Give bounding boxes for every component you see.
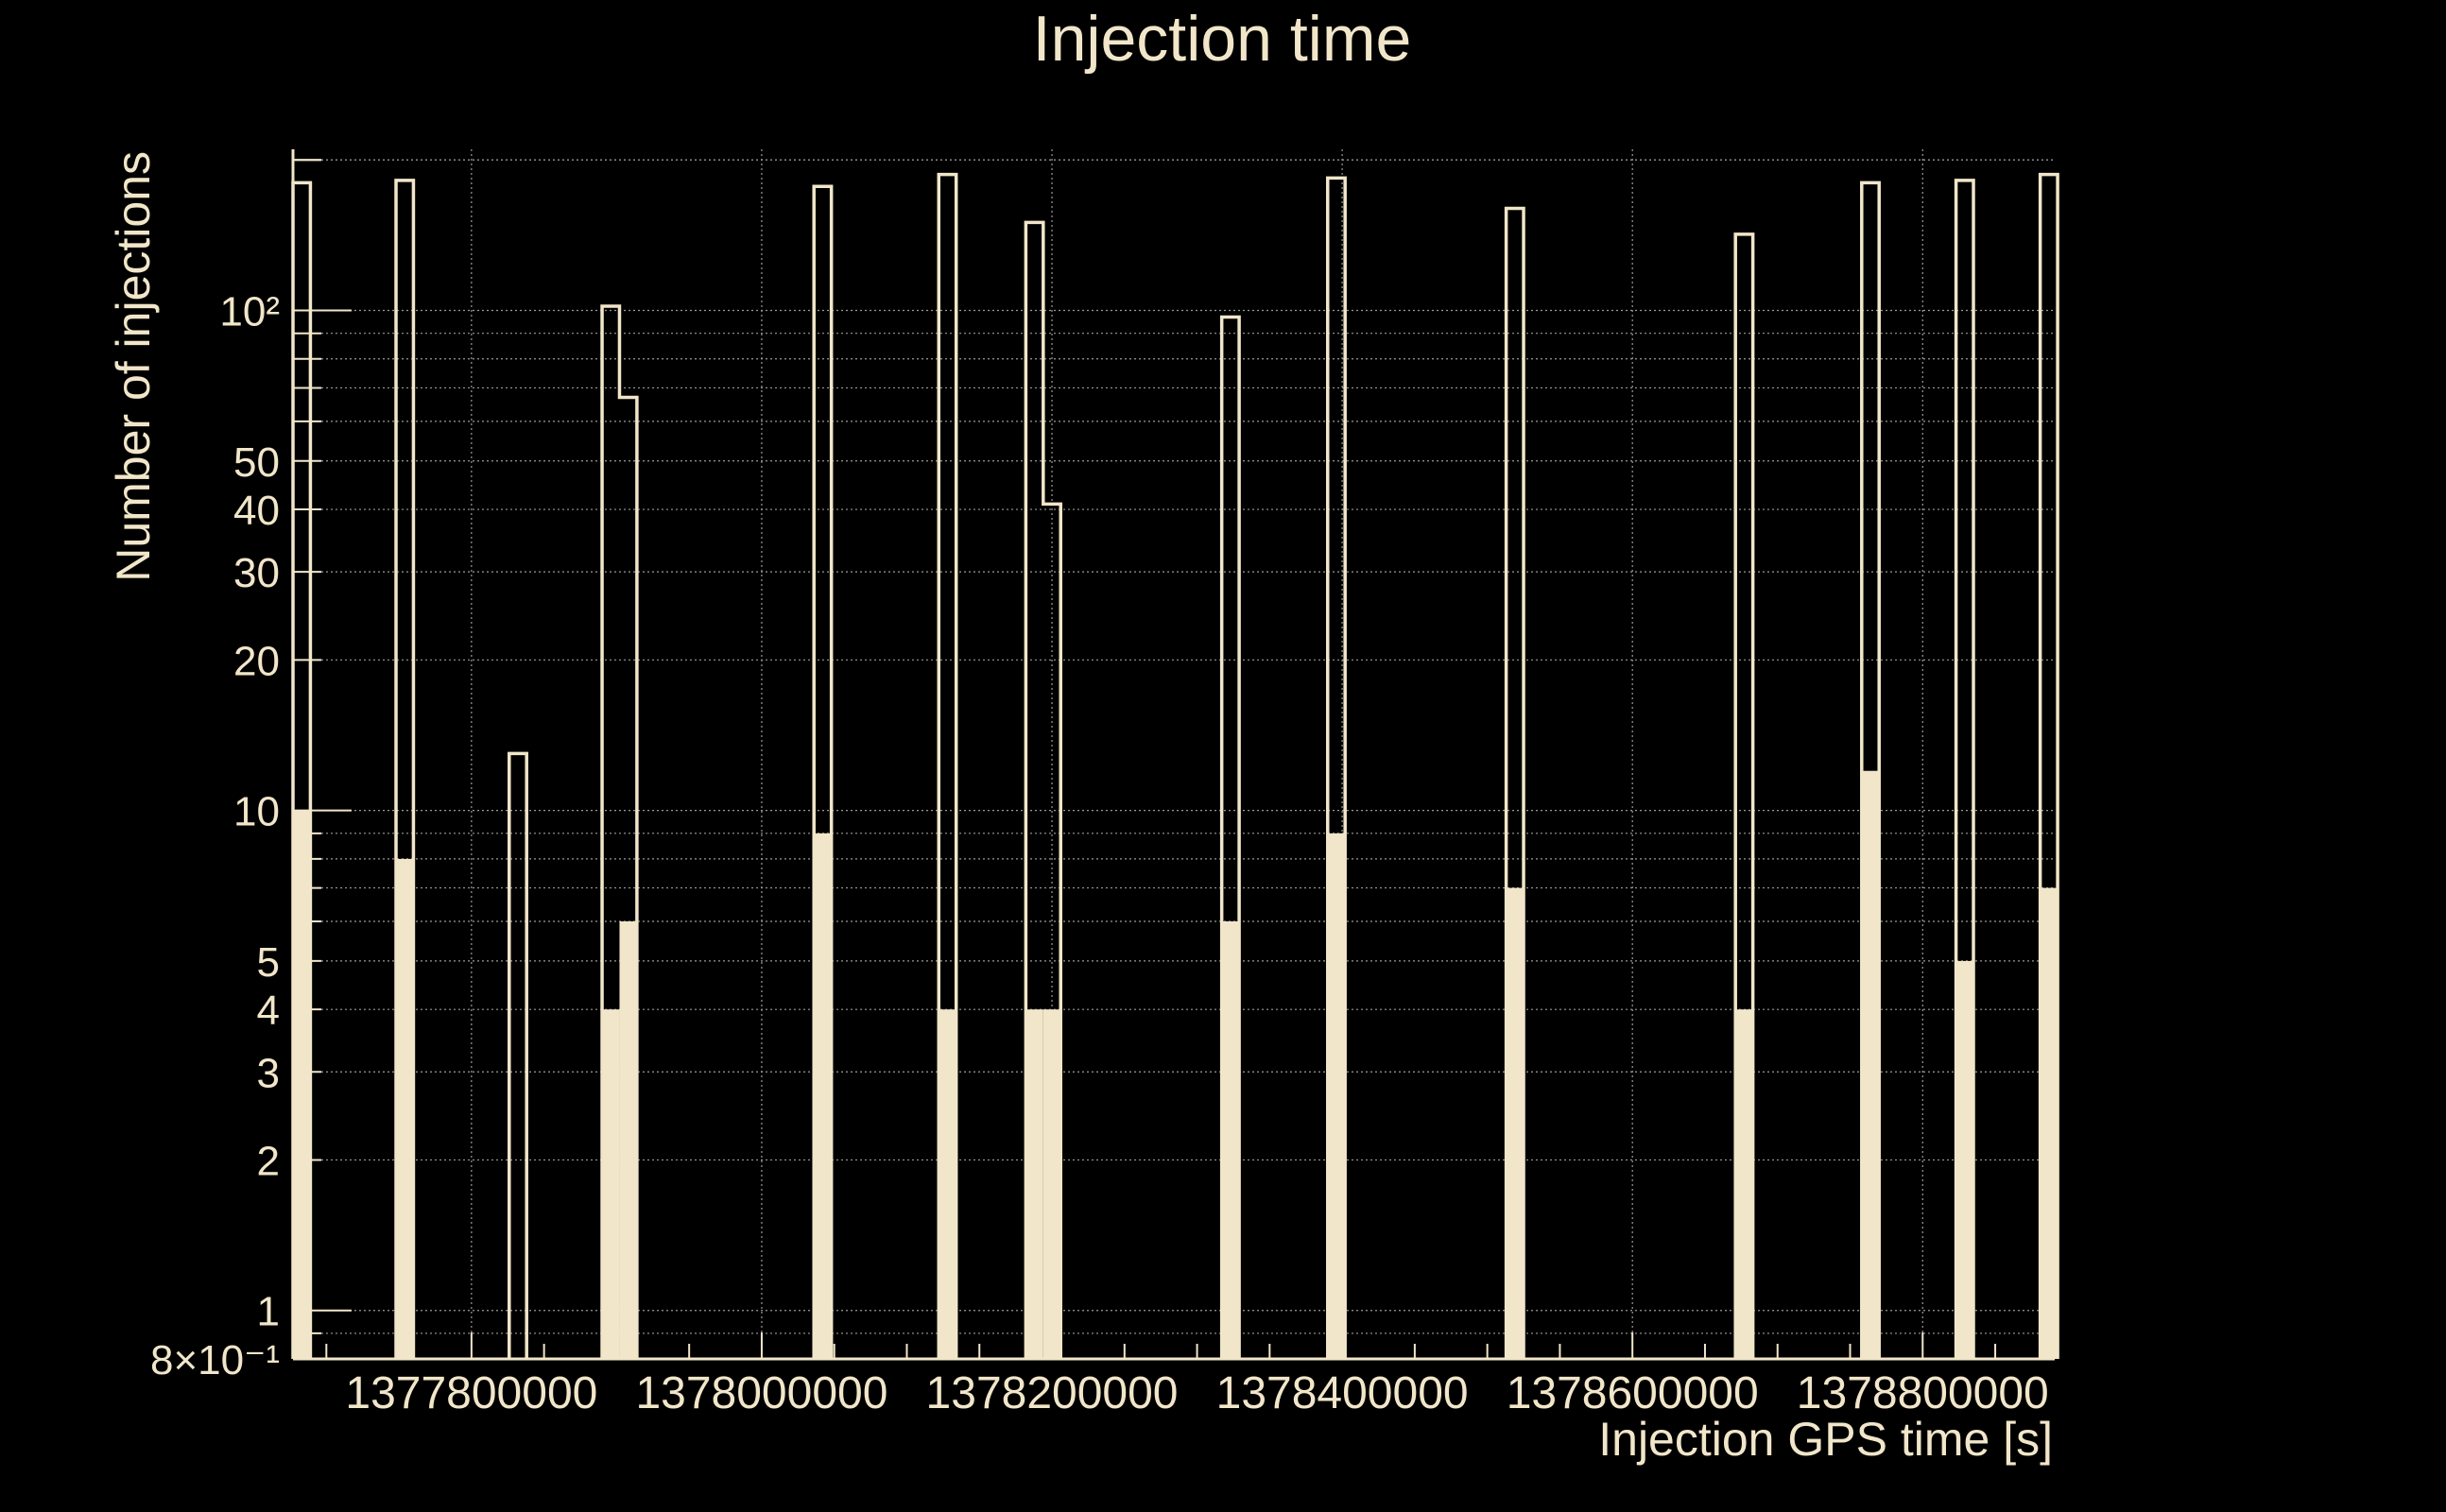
outline-bar [1326,176,1347,1359]
y-tick-label: 50 [233,439,280,486]
filled-bar [1025,1009,1043,1359]
outline-bar [1219,315,1241,1359]
outline-bar [937,172,958,1359]
outline-bar [600,304,639,1359]
x-tick-label: 1378400000 [1216,1368,1469,1418]
y-tick-label: 10² [219,288,280,335]
y-axis-label: Number of injections [107,151,160,582]
filled-bar [1861,770,1880,1359]
outline-bar [1733,232,1755,1359]
y-tick-label: 3 [257,1050,280,1096]
y-tick-label: 30 [233,550,280,596]
outline-bar [1504,206,1525,1359]
filled-bar [1506,887,1524,1359]
y-tick-label: 2 [257,1138,280,1184]
x-tick-label: 1377800000 [345,1368,597,1418]
filled-bar [293,810,311,1359]
filled-bar [939,1009,956,1359]
outline-bar [1954,179,1975,1359]
y-tick-label: 20 [233,638,280,684]
chart-title: Injection time [1033,3,1412,75]
filled-bar [396,858,414,1359]
filled-histogram [293,770,2058,1359]
outline-bar [1024,220,1062,1359]
x-tick-label: 1378600000 [1507,1368,1759,1418]
x-tick-label: 1378000000 [635,1368,887,1418]
filled-bar [602,1009,620,1359]
x-tick-labels: 1377800000 1378000000 1378200000 1378400000… [345,1368,2048,1418]
filled-bar [619,920,637,1359]
filled-bar [1327,833,1346,1359]
axes [291,149,2055,1361]
outline-bar [2038,172,2059,1359]
filled-bar [1221,920,1240,1359]
filled-bar [1955,960,1974,1359]
x-tick-label: 1378800000 [1797,1368,2049,1418]
y-tick-label: 4 [257,988,280,1034]
filled-bar [1735,1009,1753,1359]
x-tick-label: 1378200000 [926,1368,1179,1418]
outline-bar [812,184,834,1359]
y-tick-label: 40 [233,488,280,534]
y-tick-label: 10 [233,789,280,835]
filled-bar [1042,1009,1061,1359]
outline-bar [508,751,528,1359]
y-tick-label: 1 [257,1289,280,1335]
outline-bar [394,179,416,1359]
grid-layer [293,149,2055,1360]
x-axis-label: Injection GPS time [s] [1598,1413,2053,1466]
y-tick-label: 5 [257,939,280,986]
y-tick-label: 8×10⁻¹ [150,1337,280,1383]
filled-bar [814,833,832,1359]
filled-bar [2040,887,2058,1359]
